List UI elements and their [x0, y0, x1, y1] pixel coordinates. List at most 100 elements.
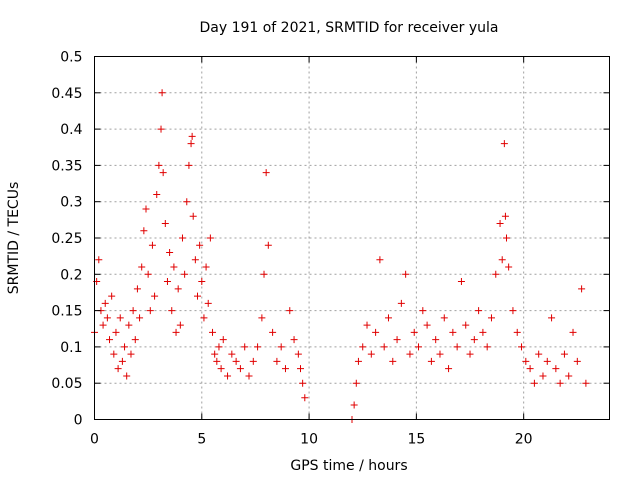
data-point — [219, 336, 227, 344]
data-point — [200, 314, 208, 322]
data-point — [241, 343, 249, 351]
data-point — [503, 234, 510, 242]
data-point — [483, 343, 491, 351]
data-point — [372, 328, 380, 336]
data-point — [136, 314, 144, 322]
data-point — [565, 372, 573, 380]
chart-title: Day 191 of 2021, SRMTID for receiver yul… — [199, 20, 498, 36]
data-point — [95, 256, 103, 264]
y-tick-label: 0.2 — [60, 267, 82, 283]
data-point — [470, 336, 478, 344]
data-point — [108, 292, 116, 300]
data-point — [215, 343, 223, 351]
data-point — [116, 314, 124, 322]
data-point — [191, 256, 199, 264]
data-point — [389, 357, 397, 365]
y-tick-label: 0.4 — [60, 122, 82, 138]
data-point — [112, 328, 120, 336]
data-point — [500, 140, 508, 148]
data-point — [198, 278, 206, 286]
data-points — [91, 89, 590, 423]
data-point — [487, 314, 495, 322]
x-tick-label: 15 — [407, 432, 425, 448]
y-tick-label: 0.35 — [51, 158, 82, 174]
grid — [94, 56, 610, 420]
data-point — [410, 328, 418, 336]
data-point — [367, 350, 375, 358]
data-point — [101, 299, 109, 307]
data-point — [578, 285, 586, 293]
data-point — [498, 256, 506, 264]
data-point — [170, 263, 178, 271]
data-point — [518, 343, 526, 351]
data-point — [384, 314, 392, 322]
data-point — [151, 292, 159, 300]
data-point — [376, 256, 384, 264]
data-point — [155, 161, 163, 169]
data-point — [294, 350, 302, 358]
data-point — [161, 219, 169, 227]
data-point — [286, 307, 294, 315]
x-tick-label: 10 — [300, 432, 318, 448]
data-point — [183, 198, 191, 206]
data-point — [380, 343, 388, 351]
x-tick-label: 5 — [197, 432, 206, 448]
data-point — [106, 336, 114, 344]
data-point — [236, 365, 244, 373]
data-point — [475, 307, 483, 315]
data-point — [457, 278, 465, 286]
data-point — [99, 321, 107, 329]
data-point — [397, 299, 405, 307]
data-point — [133, 285, 141, 293]
data-point — [168, 307, 176, 315]
data-point — [492, 270, 500, 278]
data-point — [560, 350, 568, 358]
data-point — [157, 125, 165, 133]
data-point — [440, 314, 448, 322]
data-point — [142, 205, 150, 213]
data-point — [114, 365, 122, 373]
data-point — [509, 307, 517, 315]
data-point — [148, 241, 156, 249]
data-point — [206, 234, 214, 242]
data-point — [445, 365, 453, 373]
data-point — [174, 285, 182, 293]
data-point — [556, 379, 564, 387]
data-point — [290, 336, 298, 344]
data-point — [530, 379, 538, 387]
data-point — [123, 372, 131, 380]
data-point — [166, 249, 174, 257]
data-point — [103, 314, 111, 322]
data-point — [172, 328, 180, 336]
data-point — [359, 343, 367, 351]
data-point — [127, 350, 135, 358]
data-point — [393, 336, 401, 344]
data-point — [232, 357, 240, 365]
x-axis-label: GPS time / hours — [290, 458, 407, 474]
data-point — [297, 365, 304, 373]
data-point — [129, 307, 137, 315]
data-point — [213, 357, 221, 365]
y-tick-label: 0.05 — [51, 376, 82, 392]
data-point — [262, 169, 270, 177]
data-point — [163, 278, 171, 286]
data-point — [211, 350, 219, 358]
data-point — [453, 343, 461, 351]
data-point — [466, 350, 474, 358]
data-point — [140, 227, 148, 235]
x-tick-label: 20 — [515, 432, 533, 448]
data-point — [582, 379, 590, 387]
data-point — [178, 234, 186, 242]
data-point — [217, 365, 225, 373]
data-point — [462, 321, 470, 329]
data-point — [254, 343, 262, 351]
data-point — [264, 241, 272, 249]
data-point — [138, 263, 146, 271]
data-point — [189, 212, 197, 220]
axis-ticks: 0 0.05 0.1 0.15 0.2 0.25 0.3 0.35 0.4 0.45 0.5 0 5 10… — [51, 50, 610, 448]
data-point — [552, 365, 560, 373]
data-point — [277, 343, 285, 351]
data-point — [159, 169, 167, 177]
y-tick-label: 0.45 — [51, 86, 82, 102]
